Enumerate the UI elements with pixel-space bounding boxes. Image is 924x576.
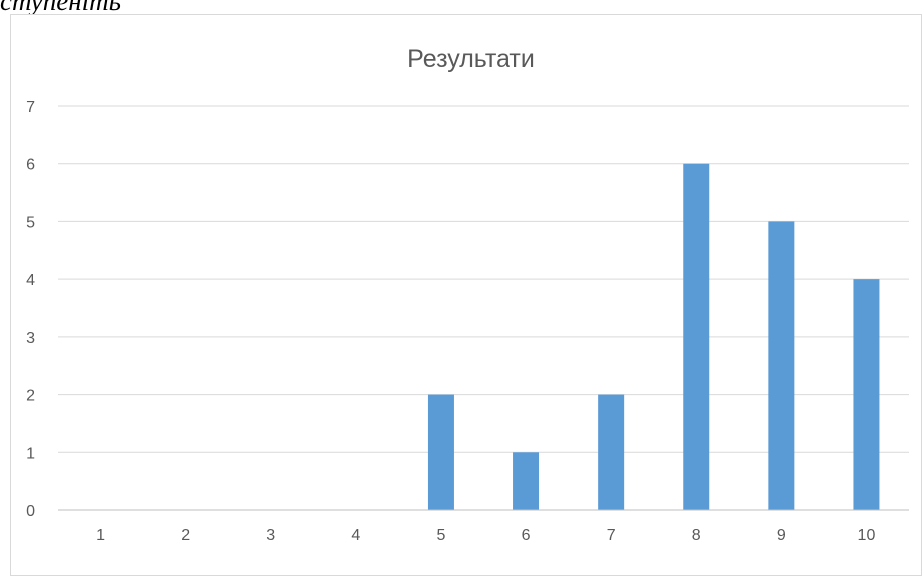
chart-title: Результати: [407, 45, 535, 73]
y-tick-label: 5: [26, 214, 35, 231]
y-tick-label: 2: [26, 388, 35, 405]
chart-area: Результати 0 1 2 3 4 5 6 7 1 2 3 4 5 6 7 8 9 10: [10, 14, 922, 576]
bar-8: [683, 163, 710, 510]
x-tick-label: 7: [607, 527, 616, 544]
bar-10: [853, 279, 880, 510]
y-tick-label: 1: [26, 445, 35, 462]
x-tick-label: 4: [351, 527, 360, 544]
x-tick-label: 9: [777, 527, 786, 544]
y-tick-label: 0: [26, 503, 35, 520]
x-tick-label: 10: [858, 527, 876, 544]
page-text-fragment: ступеніть: [0, 0, 121, 16]
bar-6: [513, 452, 540, 510]
x-tick-label: 6: [522, 527, 531, 544]
bar-5: [427, 394, 454, 510]
x-tick-label: 3: [266, 527, 275, 544]
gridlines: [58, 105, 909, 453]
y-tick-label: 3: [26, 330, 35, 347]
bar-chart: Результати 0 1 2 3 4 5 6 7 1 2 3 4 5 6 7 8 9 10: [26, 45, 909, 544]
y-tick-label: 4: [26, 272, 35, 289]
bars: [427, 163, 880, 510]
bar-7: [598, 394, 625, 510]
bar-9: [768, 221, 795, 510]
x-tick-label: 8: [692, 527, 701, 544]
axes: 0 1 2 3 4 5 6 7 1 2 3 4 5 6 7 8 9 10: [26, 99, 909, 544]
x-tick-label: 5: [436, 527, 445, 544]
x-tick-label: 2: [181, 527, 190, 544]
y-tick-label: 6: [26, 157, 35, 174]
y-tick-label: 7: [26, 99, 35, 116]
x-tick-label: 1: [96, 527, 105, 544]
